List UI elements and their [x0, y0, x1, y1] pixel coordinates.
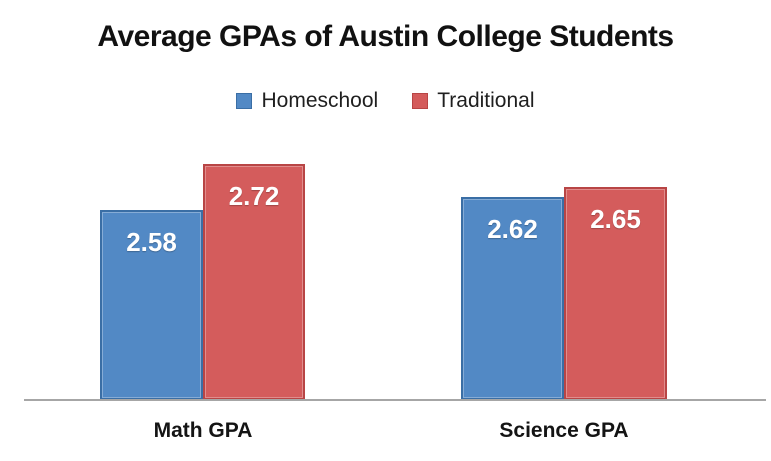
bar-math-homeschool: 2.58 — [100, 210, 203, 400]
chart-title: Average GPAs of Austin College Students — [97, 20, 674, 53]
bar-math-traditional: 2.72 — [203, 164, 305, 400]
category-label-math-gpa: Math GPA — [153, 419, 253, 442]
legend-item-homeschool: Homeschool — [236, 89, 378, 113]
x-axis-line — [24, 399, 766, 401]
legend-item-traditional: Traditional — [412, 89, 535, 113]
bar-value-label-science-traditional: 2.65 — [590, 204, 641, 234]
bar-value-label-math-traditional: 2.72 — [228, 181, 280, 211]
legend-label-traditional: Traditional — [437, 89, 535, 112]
legend-swatch-traditional-icon — [412, 93, 429, 109]
bar-value-label-science-homeschool: 2.62 — [487, 214, 538, 244]
legend-label-homeschool: Homeschool — [261, 89, 379, 112]
bar-science-homeschool: 2.62 — [461, 197, 564, 400]
bar-value-label-math-homeschool: 2.58 — [126, 227, 177, 257]
legend-swatch-homeschool-icon — [236, 93, 253, 109]
legend: Homeschool Traditional — [0, 89, 771, 113]
bar-science-traditional: 2.65 — [564, 187, 667, 400]
category-label-science-gpa: Science GPA — [499, 419, 629, 442]
